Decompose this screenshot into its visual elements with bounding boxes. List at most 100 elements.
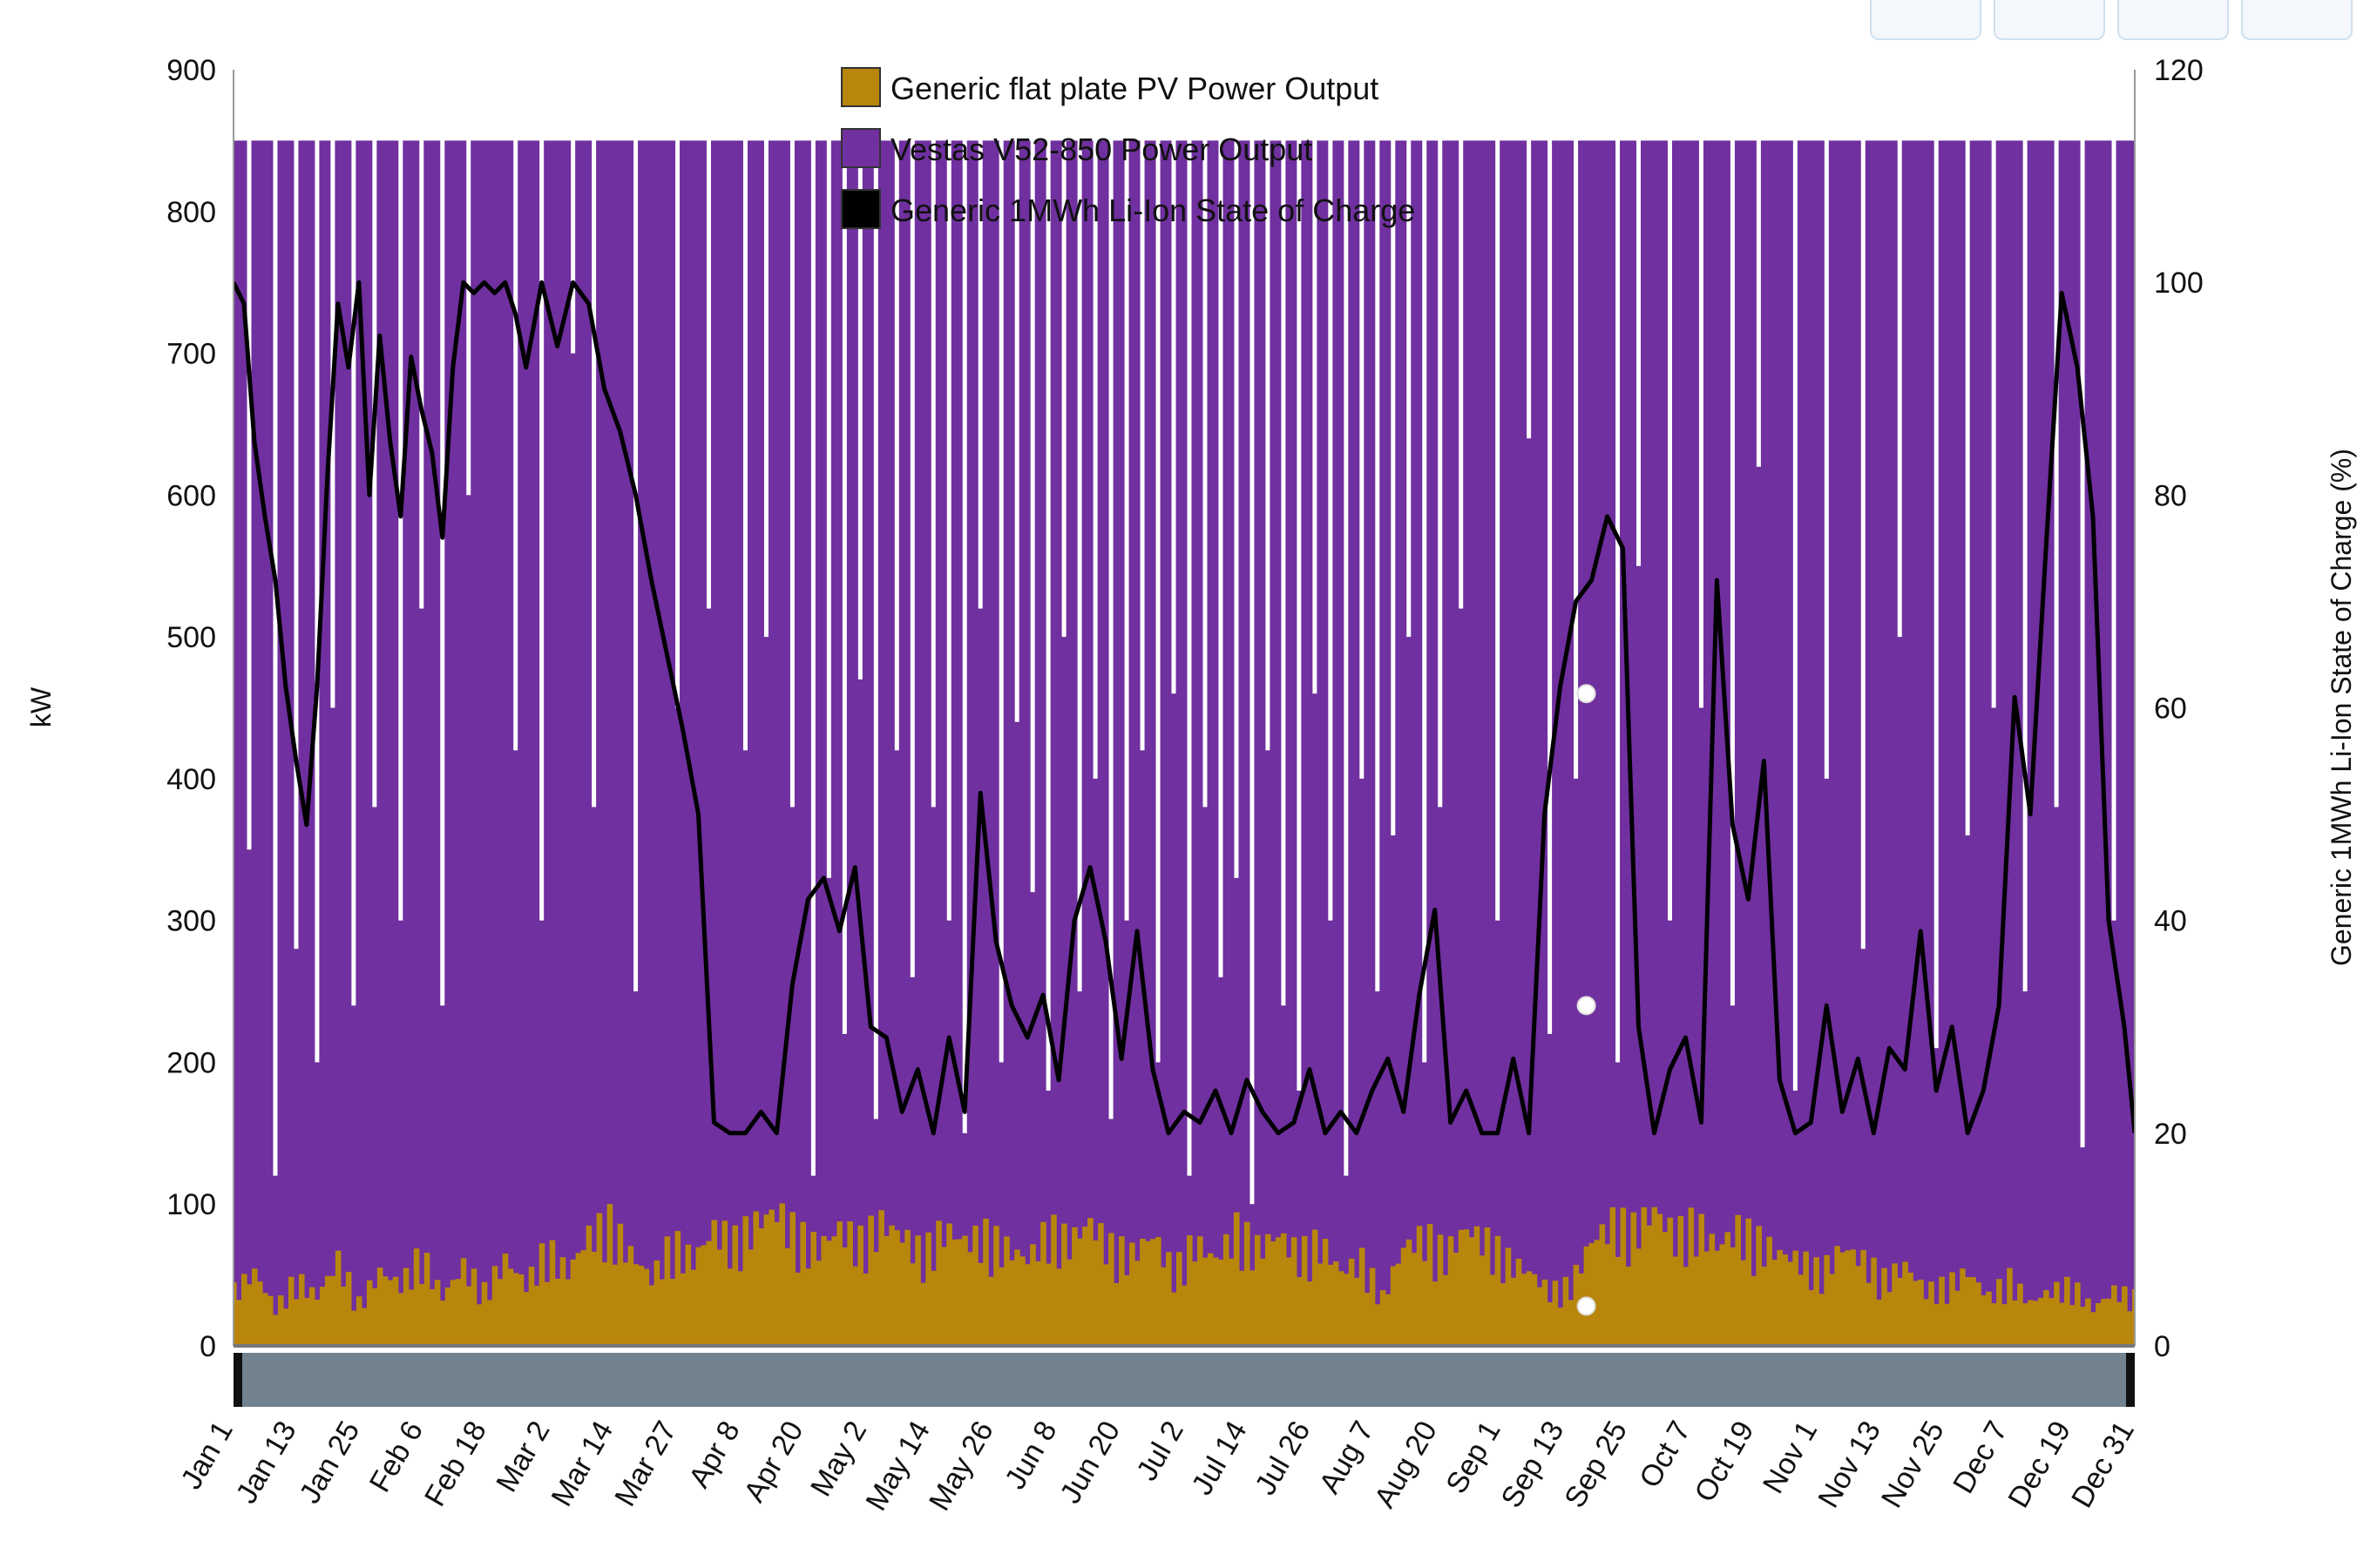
toolbar-button-1[interactable]	[1870, 0, 1981, 40]
pv-bar	[831, 1236, 837, 1346]
hover-marker[interactable]	[1576, 684, 1596, 704]
pv-bar	[1698, 1213, 1705, 1346]
pv-bar	[1594, 1240, 1601, 1346]
pv-bar	[1923, 1299, 1929, 1346]
hover-marker[interactable]	[1576, 996, 1596, 1016]
pv-bar	[2111, 1285, 2117, 1346]
wind-dip-bar	[1574, 70, 1579, 779]
pv-bar	[1196, 1236, 1203, 1346]
pv-bar	[2054, 1281, 2060, 1346]
wind-dip-bar	[1218, 70, 1223, 977]
wind-dip-bar	[1991, 70, 1996, 708]
pv-bar	[1740, 1260, 1747, 1346]
pv-bar	[1620, 1207, 1627, 1346]
pv-bar	[1573, 1264, 1580, 1346]
range-handle-left[interactable]	[234, 1353, 242, 1407]
y2-tick-label: 60	[2154, 693, 2187, 726]
pv-bar	[361, 1308, 368, 1346]
pv-bar	[1866, 1282, 1872, 1346]
wind-dip-bar	[351, 70, 356, 1006]
pv-bar	[481, 1281, 488, 1346]
wind-dip-bar	[2054, 70, 2059, 808]
legend-label-wind: Vestas V52-850 Power Output	[891, 132, 1312, 167]
wind-dip-bar	[1281, 70, 1286, 1006]
y2-tick-label: 120	[2154, 54, 2204, 87]
pv-bar	[915, 1235, 921, 1346]
pv-bar	[376, 1267, 383, 1346]
pv-bar	[2122, 1286, 2128, 1346]
pv-bar	[1991, 1303, 1997, 1346]
legend-item-pv[interactable]: Generic flat plate PV Power Output	[841, 67, 1378, 107]
pv-bar	[1332, 1261, 1339, 1346]
left-axis-ticks: 0 100 200 300 400 500 600 700 800 900	[166, 54, 216, 1363]
pv-bar	[1625, 1266, 1632, 1346]
pv-bar	[591, 1252, 598, 1346]
x-tick-label: Apr 20	[738, 1416, 810, 1508]
pv-bar	[983, 1218, 989, 1346]
pv-bar	[1818, 1294, 1825, 1346]
pv-bar	[1515, 1258, 1522, 1346]
pv-bar	[1051, 1214, 1057, 1346]
pv-bar	[235, 1300, 242, 1346]
pv-bar	[1583, 1246, 1590, 1346]
pv-bar	[507, 1268, 514, 1346]
pv-bar	[2085, 1298, 2091, 1346]
pv-bar	[261, 1293, 268, 1346]
x-tick-label: May 26	[923, 1416, 1000, 1517]
pv-bar	[638, 1266, 645, 1346]
pv-bar	[784, 1247, 791, 1346]
pv-bar	[690, 1269, 697, 1346]
pv-bar	[1217, 1259, 1224, 1346]
right-axis-ticks: 0 20 40 60 80 100 120	[2154, 54, 2204, 1363]
x-tick-label: Sep 1	[1439, 1416, 1507, 1499]
pv-bar	[1056, 1268, 1062, 1346]
pv-bar	[314, 1300, 321, 1346]
pv-bar	[1933, 1303, 1940, 1346]
y-tick-label: 700	[166, 338, 216, 371]
pv-bar	[951, 1239, 958, 1346]
pv-bar	[816, 1260, 822, 1346]
legend-item-soc[interactable]: Generic 1MWh Li-Ion State of Charge	[841, 189, 1415, 229]
pv-bar	[852, 1266, 858, 1346]
pv-bar	[1046, 1263, 1052, 1346]
pv-bar	[1317, 1263, 1324, 1346]
x-tick-label: Aug 7	[1313, 1416, 1380, 1499]
pv-bar	[1473, 1226, 1480, 1346]
pv-bar	[234, 1282, 237, 1346]
x-tick-label: Sep 13	[1495, 1416, 1571, 1513]
wind-dip-bar	[873, 70, 878, 1119]
wind-dip-bar	[539, 70, 545, 921]
pv-bar	[518, 1274, 525, 1346]
pv-bar	[1009, 1260, 1015, 1346]
pv-bar	[669, 1279, 676, 1346]
toolbar-button-4[interactable]	[2241, 0, 2353, 40]
wind-dip-bar	[2111, 70, 2116, 921]
soc-series	[234, 280, 2135, 1136]
x-tick-label: Dec 31	[2065, 1416, 2141, 1513]
pv-bar	[1552, 1281, 1559, 1346]
pv-bar	[789, 1212, 796, 1346]
pv-bar	[1651, 1206, 1658, 1346]
pv-bar	[1004, 1236, 1010, 1346]
pv-bar	[523, 1292, 530, 1346]
pv-bar	[2106, 1298, 2112, 1346]
wind-dip-bar	[1438, 70, 1443, 808]
range-handle-right[interactable]	[2126, 1353, 2135, 1407]
pv-bar	[836, 1221, 843, 1346]
hover-marker[interactable]	[1576, 1296, 1596, 1316]
range-scrollbar[interactable]	[234, 1353, 2135, 1407]
wind-dip-bar	[1312, 70, 1317, 694]
x-tick-label: Sep 25	[1558, 1416, 1634, 1513]
wind-dip-bar	[466, 70, 471, 496]
toolbar-button-3[interactable]	[2117, 0, 2229, 40]
toolbar-button-2[interactable]	[1994, 0, 2105, 40]
wind-dip-bar	[2022, 70, 2028, 992]
wind-dip-bar	[1459, 70, 1464, 609]
legend-item-wind[interactable]: Vestas V52-850 Power Output	[841, 128, 1312, 168]
pv-bar	[737, 1271, 744, 1346]
wind-dip-bar	[842, 70, 847, 1034]
y2-axis-label: Generic 1MWh Li-Ion State of Charge (%)	[2326, 449, 2357, 966]
pv-bar	[1296, 1277, 1303, 1346]
pv-bar	[1714, 1250, 1721, 1346]
x-tick-label: Nov 1	[1757, 1416, 1824, 1499]
